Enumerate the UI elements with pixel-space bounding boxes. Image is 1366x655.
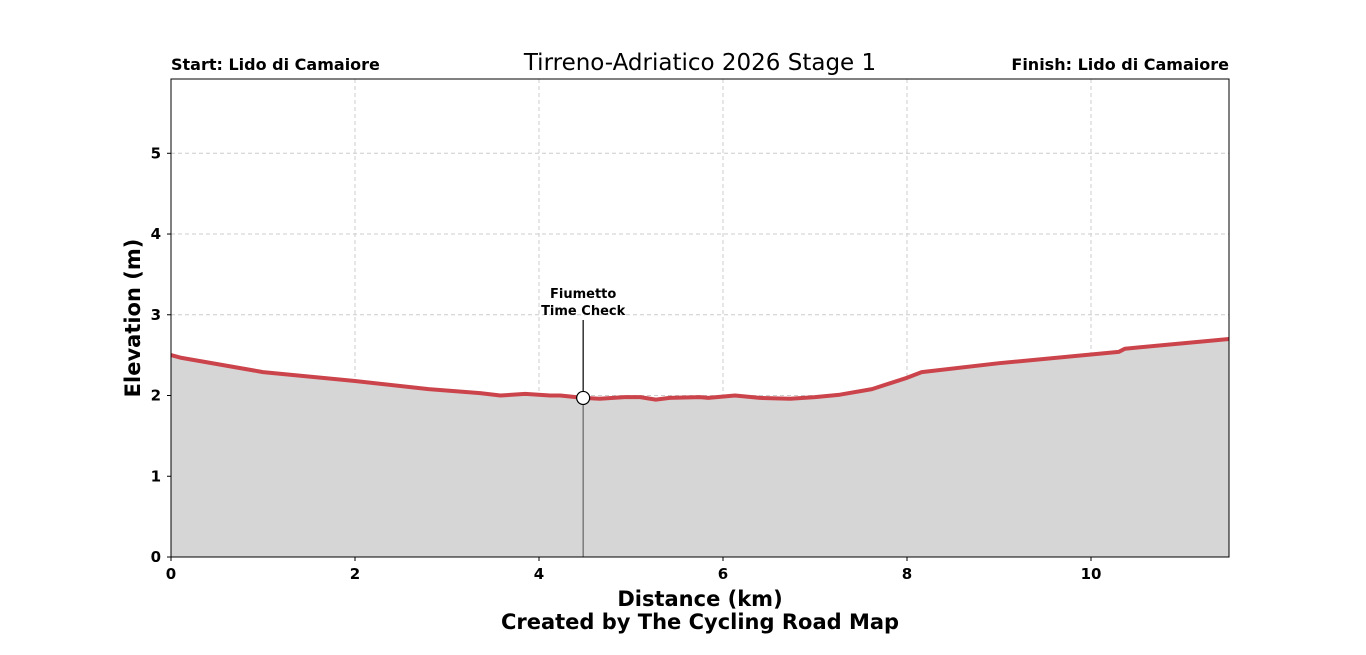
x-tick-label: 0 — [166, 565, 176, 583]
ticks: 0 2 4 6 8 10 0 1 2 3 4 5 — [151, 144, 1102, 583]
start-label: Start: Lido di Camaiore — [171, 55, 380, 74]
y-tick-label: 5 — [151, 144, 161, 162]
y-axis-label: Elevation (m) — [121, 239, 145, 398]
x-tick-label: 4 — [534, 565, 544, 583]
y-tick-label: 1 — [151, 467, 161, 485]
finish-label: Finish: Lido di Camaiore — [1011, 55, 1229, 74]
plot-frame — [170, 78, 1230, 558]
x-axis-label: Distance (km) — [617, 587, 782, 611]
y-tick-label: 4 — [151, 225, 161, 243]
x-tick-label: 8 — [902, 565, 912, 583]
x-tick-label: 10 — [1081, 565, 1102, 583]
annotation-label: Time Check — [541, 304, 626, 319]
marker-layer: Fiumetto Time Check — [541, 287, 626, 406]
elevation-line — [170, 337, 1230, 402]
x-tick-label: 6 — [718, 565, 728, 583]
elevation-area — [171, 339, 1229, 557]
credit-label: Created by The Cycling Road Map — [501, 610, 899, 634]
chart-title: Tirreno-Adriatico 2026 Stage 1 — [523, 50, 876, 76]
x-tick-label: 2 — [350, 565, 360, 583]
annotation-label: Fiumetto — [550, 287, 616, 302]
y-tick-label: 3 — [151, 306, 161, 324]
y-tick-label: 2 — [151, 387, 161, 405]
y-tick-label: 0 — [151, 548, 161, 566]
annotation-marker — [576, 390, 591, 406]
